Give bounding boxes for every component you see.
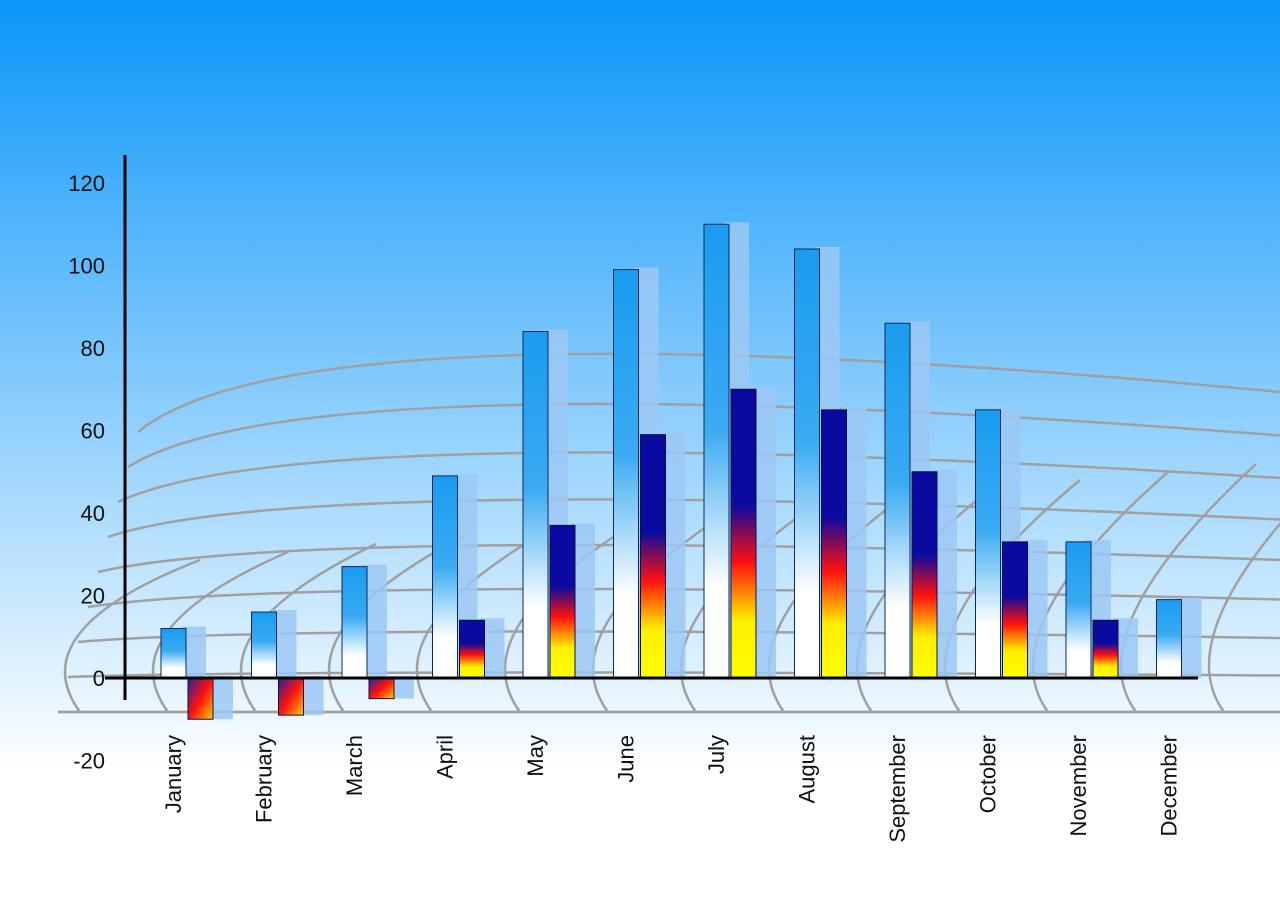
bar-series-1-february	[251, 611, 277, 679]
y-tick-label: 120	[68, 171, 105, 196]
bar-series-2-july	[730, 388, 757, 679]
bar-series-1-june	[613, 269, 639, 679]
bar-series-1-january	[160, 628, 187, 679]
bar-series-1-may	[522, 331, 549, 679]
x-tick-label: May	[523, 735, 548, 777]
bar-series-1-march	[341, 566, 368, 679]
x-tick-label: July	[704, 735, 729, 774]
bar-series-2-april	[459, 619, 485, 679]
bar-series-2-october	[1002, 541, 1028, 679]
bar-series-2-february	[278, 677, 304, 716]
y-tick-label: -20	[73, 749, 105, 774]
x-tick-label: August	[795, 735, 820, 804]
y-tick-label: 0	[93, 666, 105, 691]
x-tick-label: February	[252, 735, 277, 823]
bar-series-2-june	[640, 434, 666, 679]
bar-series-1-september	[884, 322, 911, 679]
y-tick-label: 100	[68, 254, 105, 279]
bar-series-1-july	[703, 223, 730, 679]
bar-series-1-december	[1156, 599, 1182, 679]
bar-series-2-may	[549, 524, 576, 679]
x-tick-label: October	[976, 735, 1001, 813]
x-tick-label: December	[1157, 735, 1182, 836]
bar-series-1-october	[975, 409, 1001, 679]
bar-series-2-january	[187, 677, 214, 720]
bar-series-2-september	[911, 471, 938, 679]
bar-series-2-august	[821, 409, 847, 679]
bar-series-2-march	[368, 677, 395, 700]
x-tick-label: June	[614, 735, 639, 783]
y-tick-label: 80	[81, 336, 105, 361]
x-tick-label: April	[433, 735, 458, 779]
y-tick-label: 20	[81, 584, 105, 609]
bar-series-2-november	[1092, 619, 1119, 679]
y-tick-label: 40	[81, 501, 105, 526]
y-tick-label: 60	[81, 419, 105, 444]
bar-series-1-november	[1065, 541, 1092, 679]
x-tick-label: March	[342, 735, 367, 796]
bar-series-1-april	[432, 475, 458, 679]
x-tick-label: January	[161, 735, 186, 813]
x-tick-label: September	[885, 735, 910, 843]
bar-shadow	[389, 676, 414, 699]
bar-series-1-august	[794, 248, 820, 679]
x-tick-label: November	[1066, 735, 1091, 836]
